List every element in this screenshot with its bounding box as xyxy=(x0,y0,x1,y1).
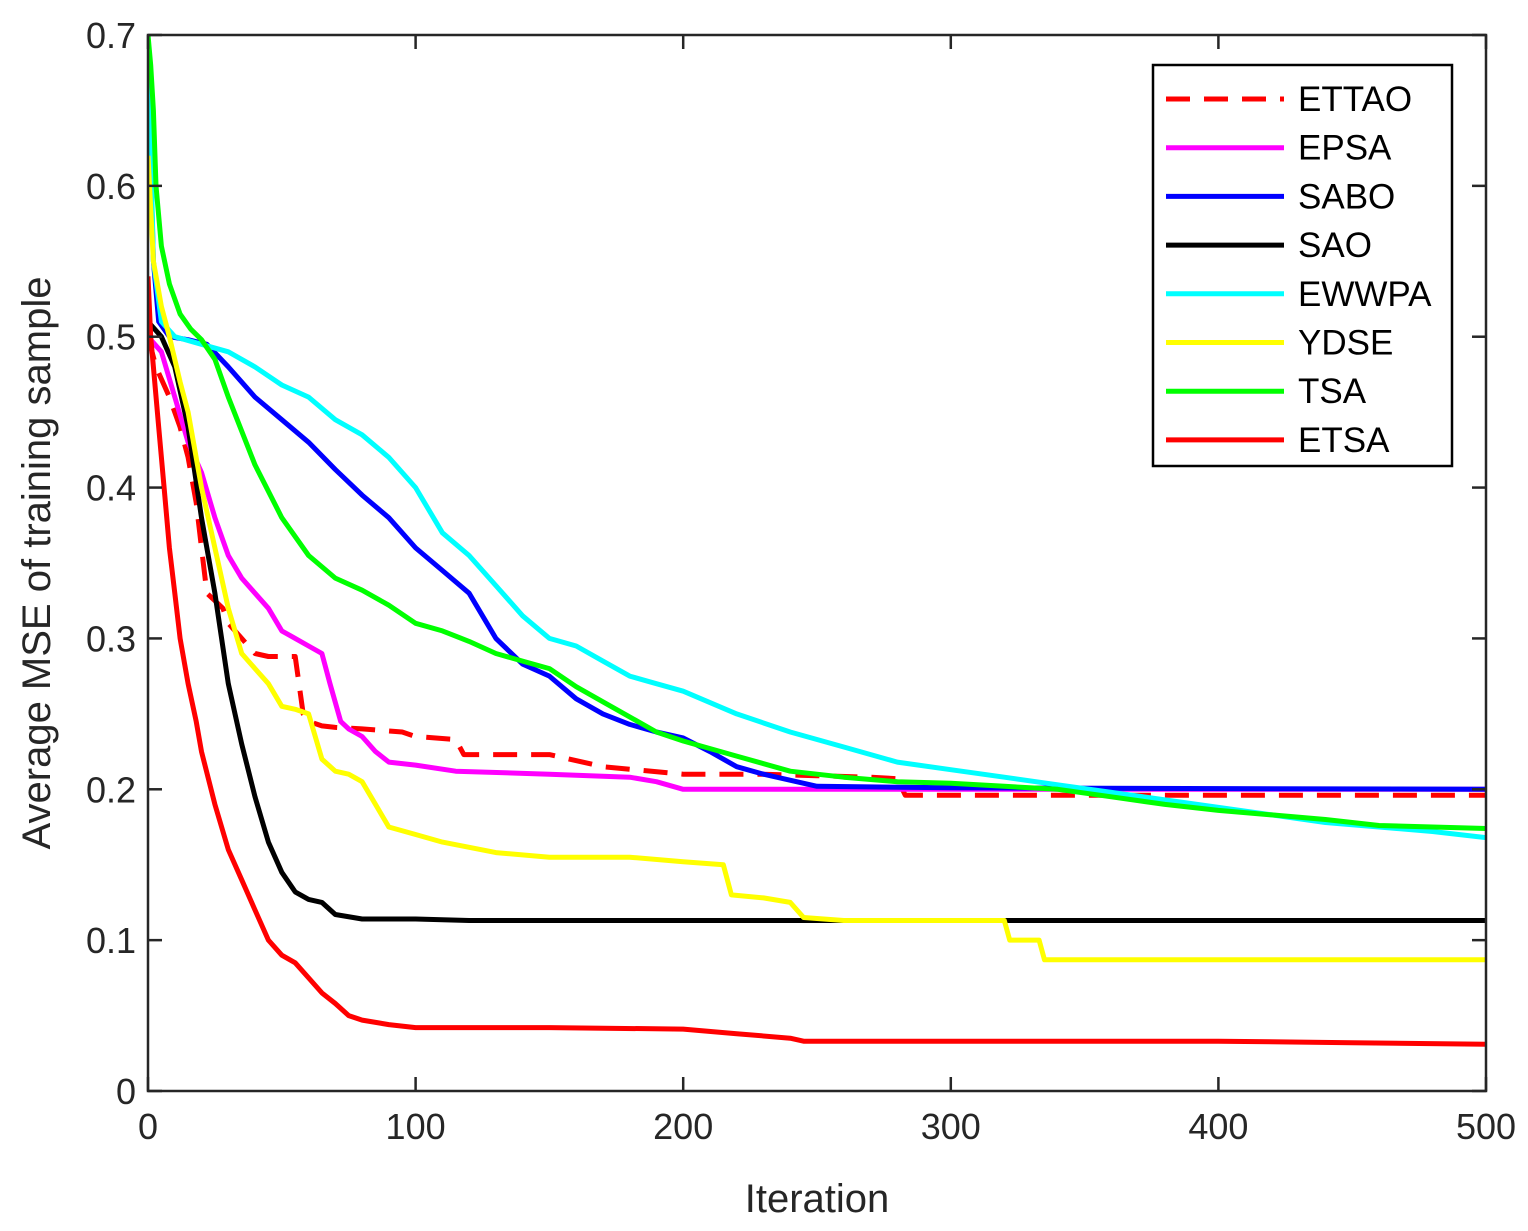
series-line-etsa xyxy=(148,276,1486,1047)
y-tick-label: 0.1 xyxy=(86,920,136,961)
series-layer xyxy=(148,35,1486,1047)
axes xyxy=(146,33,1488,1093)
legend-label-ydse: YDSE xyxy=(1298,324,1393,363)
legend-label-epsa: EPSA xyxy=(1298,129,1392,168)
x-tick-label: 500 xyxy=(1456,1106,1516,1147)
x-axis-label: Iteration xyxy=(745,1177,890,1221)
legend-box xyxy=(1151,63,1454,468)
x-tick-label: 300 xyxy=(921,1106,981,1147)
legend: ETTAO EPSA SABO SAO EWWPA YDSE TSA ETSA xyxy=(1151,63,1454,468)
y-tick-label: 0.7 xyxy=(86,15,136,56)
series-line-ydse xyxy=(148,155,1486,963)
axes-frame xyxy=(146,33,1488,1093)
y-tick-label: 0.5 xyxy=(86,317,136,358)
legend-label-ewwpa: EWWPA xyxy=(1298,275,1432,314)
legend-label-sabo: SABO xyxy=(1298,177,1395,216)
series-line-tsa xyxy=(148,35,1486,831)
legend-label-ettao: ETTAO xyxy=(1298,80,1412,119)
y-tick-label: 0.4 xyxy=(86,468,136,509)
x-tick-label: 100 xyxy=(386,1106,446,1147)
x-tick-label: 200 xyxy=(653,1106,713,1147)
tick-layer: 0 100 200 300 400 500 0 0.1 0.2 0.3 0.4 0.5 0.6 0.7 xyxy=(86,15,1516,1147)
y-tick-label: 0.2 xyxy=(86,769,136,810)
series-line-sao xyxy=(148,319,1486,923)
x-tick-label: 400 xyxy=(1188,1106,1248,1147)
y-tick-label: 0.6 xyxy=(86,166,136,207)
y-tick-label: 0.3 xyxy=(86,618,136,659)
legend-label-etsa: ETSA xyxy=(1298,421,1390,460)
series-line-ewwpa xyxy=(148,35,1486,841)
legend-label-tsa: TSA xyxy=(1298,372,1367,411)
y-axis-label: Average MSE of training sample xyxy=(15,277,59,850)
legend-label-sao: SAO xyxy=(1298,226,1372,265)
x-tick-label: 0 xyxy=(138,1106,158,1147)
series-line-epsa xyxy=(148,335,1486,792)
series-line-ettao xyxy=(148,336,1486,798)
y-tick-label: 0 xyxy=(116,1071,136,1112)
